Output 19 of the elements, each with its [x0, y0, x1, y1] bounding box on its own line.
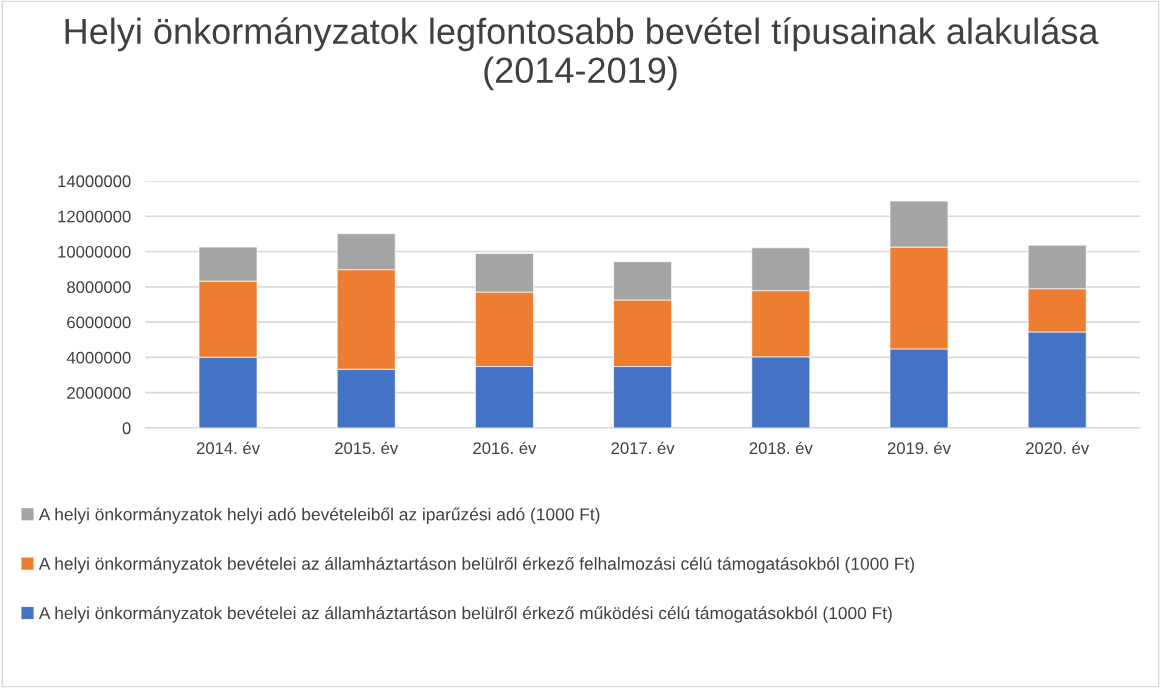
x-tick-label: 2015. év: [335, 441, 399, 455]
legend-label: A helyi önkormányzatok bevételei az államháztartáson belülről érkező felhalmozási célú támogatásokból (1000 Ft): [38, 556, 914, 574]
x-tick-label: 2020. év: [1026, 441, 1090, 455]
x-tick-label: 2019. év: [887, 441, 951, 455]
legend-label: A helyi önkormányzatok helyi adó bevételeiből az iparűzési adó (1000 Ft): [38, 507, 600, 524]
y-tick-label: 10000000: [58, 245, 131, 258]
y-tick-label: 8000000: [67, 281, 131, 293]
x-tick-label: 2016. év: [473, 441, 537, 455]
y-tick-label: 0: [122, 422, 131, 435]
y-tick-label: 12000000: [58, 210, 131, 223]
x-tick-label: 2017. év: [611, 441, 675, 455]
y-tick-label: 2000000: [67, 387, 131, 399]
x-tick-label: 2014. év: [196, 441, 260, 455]
chart-title: Helyi önkormányzatok legfontosabb bevétel típusainak alakulása (2014-2019): [65, 17, 1099, 91]
x-tick-label: 2018. év: [749, 441, 813, 455]
y-tick-label: 4000000: [66, 351, 131, 364]
y-tick-label: 14000000: [58, 175, 131, 188]
y-tick-label: 6000000: [67, 316, 131, 329]
legend-label: A helyi önkormányzatok bevételei az államháztartáson belülről érkező működési célú támogatásokból (1000 Ft): [38, 606, 892, 623]
